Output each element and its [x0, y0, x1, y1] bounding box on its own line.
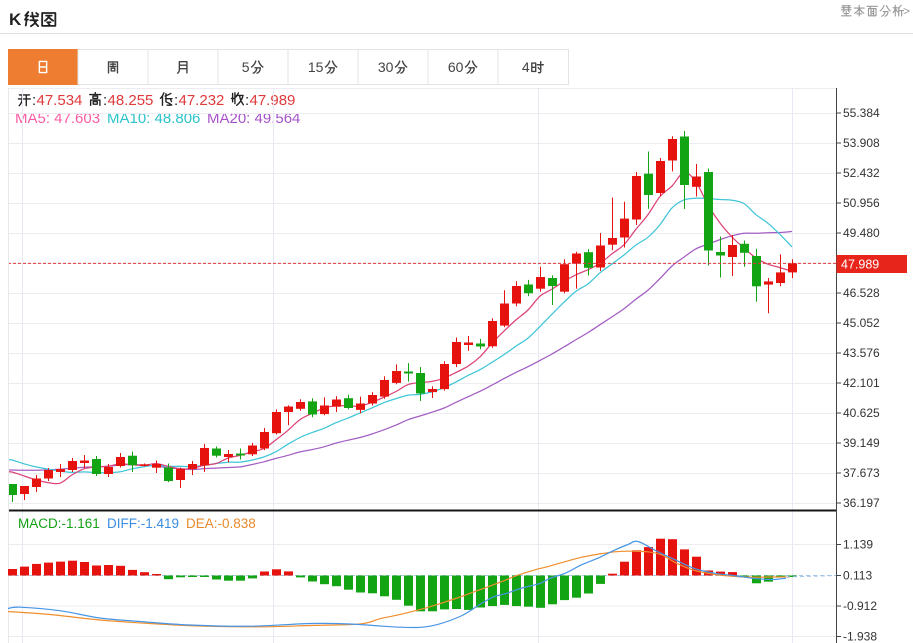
svg-text:0.113: 0.113 — [843, 569, 872, 583]
svg-text::: : — [32, 92, 36, 109]
svg-text:46.528: 46.528 — [843, 286, 880, 300]
svg-text:4: 4 — [522, 59, 530, 75]
svg-text:39.149: 39.149 — [843, 436, 880, 450]
svg-text:1.139: 1.139 — [843, 538, 873, 552]
svg-text:45.052: 45.052 — [843, 316, 880, 330]
svg-text:47.989: 47.989 — [250, 92, 296, 109]
svg-text:37.673: 37.673 — [843, 466, 880, 480]
svg-text::: : — [174, 92, 178, 109]
svg-text:5: 5 — [242, 59, 250, 75]
svg-text:53.908: 53.908 — [843, 136, 880, 150]
svg-text:40.625: 40.625 — [843, 406, 880, 420]
svg-text:48.255: 48.255 — [108, 92, 154, 109]
svg-text::: : — [245, 92, 249, 109]
svg-text:DEA:-0.838: DEA:-0.838 — [186, 516, 256, 531]
svg-text:49.480: 49.480 — [843, 226, 880, 240]
svg-text:MA5: 47.603: MA5: 47.603 — [15, 110, 100, 127]
svg-text:47.232: 47.232 — [179, 92, 225, 109]
svg-text:47.989: 47.989 — [841, 258, 879, 272]
svg-text:36.197: 36.197 — [843, 496, 880, 510]
svg-text:-1.938: -1.938 — [843, 630, 877, 643]
svg-text:42.101: 42.101 — [843, 376, 880, 390]
svg-text:55.384: 55.384 — [843, 106, 880, 120]
svg-text:50.956: 50.956 — [843, 196, 880, 210]
svg-text:DIFF:-1.419: DIFF:-1.419 — [107, 516, 179, 531]
svg-text:60: 60 — [448, 59, 464, 75]
svg-text:43.576: 43.576 — [843, 346, 880, 360]
svg-text:15: 15 — [308, 59, 324, 75]
svg-text:30: 30 — [378, 59, 394, 75]
svg-text:>: > — [903, 4, 910, 18]
svg-text:MA10: 48.806: MA10: 48.806 — [107, 110, 200, 127]
svg-text:-0.912: -0.912 — [843, 599, 877, 613]
svg-text:52.432: 52.432 — [843, 166, 880, 180]
svg-text:MA20: 49.564: MA20: 49.564 — [207, 110, 300, 127]
svg-text:K: K — [9, 10, 22, 29]
svg-text:47.534: 47.534 — [37, 92, 83, 109]
svg-text:MACD:-1.161: MACD:-1.161 — [18, 516, 100, 531]
svg-text::: : — [103, 92, 107, 109]
